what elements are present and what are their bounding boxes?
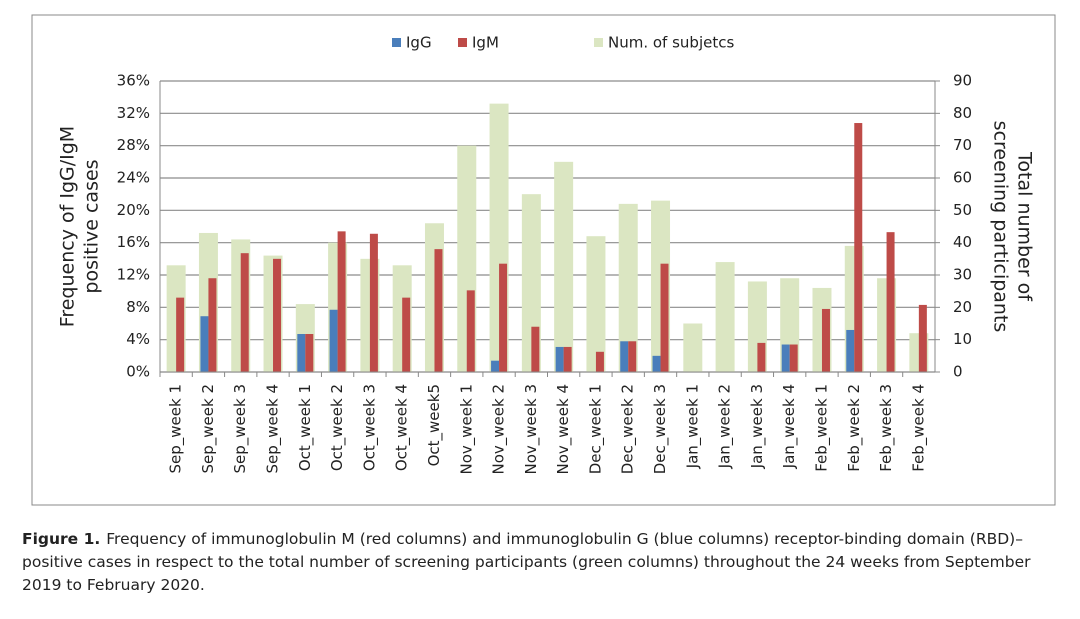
bar	[499, 263, 508, 372]
x-tick-label: Nov_week 2	[490, 384, 509, 475]
bar	[434, 249, 443, 372]
x-tick-label: Jan_week 3	[748, 384, 767, 469]
y2-tick-label: 0	[953, 363, 963, 381]
y-tick-label: 0%	[126, 363, 150, 381]
bar	[531, 326, 540, 372]
bar	[305, 334, 314, 372]
bar	[297, 334, 306, 372]
y2-tick-label: 20	[953, 298, 972, 316]
bar	[781, 344, 790, 372]
bar	[886, 232, 895, 372]
bar	[846, 329, 855, 372]
bar	[208, 278, 217, 372]
y-tick-label: 24%	[117, 169, 150, 187]
x-tick-label: Nov_week 1	[457, 384, 476, 475]
x-tick-label: Nov_week 3	[522, 384, 541, 475]
chart: 0% 4% 8% 12% 16% 20% 24% 28% 32% 36% 0 10 20 30 40 50 60…	[31, 14, 1056, 506]
x-tick-label: Oct_week 3	[360, 384, 379, 471]
x-tick-label: Oct_week5	[425, 384, 444, 466]
x-tick-label: Jan_week 1	[683, 384, 702, 469]
legend-label: IgM	[472, 34, 499, 52]
bar	[595, 351, 604, 372]
x-tick-label: Sep_week 3	[231, 384, 250, 474]
legend-swatch	[458, 38, 467, 47]
y-tick-label: 32%	[117, 104, 150, 122]
y-tick-label: 16%	[117, 233, 150, 251]
y2-tick-label: 80	[953, 104, 972, 122]
caption-label: Figure 1.	[22, 530, 101, 548]
x-tick-label: Nov_week 4	[554, 384, 573, 475]
y-axis-label: Frequency of IgG/IgM	[57, 126, 79, 327]
bar	[652, 355, 661, 372]
x-tick-label: Jan_week 2	[716, 384, 735, 469]
legend-label: IgG	[406, 34, 432, 52]
x-tick-label: Feb_week 4	[909, 384, 928, 472]
y2-tick-label: 40	[953, 233, 972, 251]
y-tick-label: 8%	[126, 298, 150, 316]
x-tick-label: Sep_week 4	[264, 384, 283, 474]
x-tick-label: Feb_week 3	[877, 384, 896, 472]
bar	[918, 304, 927, 372]
x-tick-label: Sep_week 1	[167, 384, 186, 474]
bar	[628, 341, 637, 372]
legend-swatch	[392, 38, 401, 47]
y2-tick-label: 10	[953, 330, 972, 348]
x-tick-label: Dec_week 1	[586, 384, 605, 474]
y2-tick-label: 70	[953, 136, 972, 154]
bar	[555, 346, 564, 372]
x-tick-label: Oct_week 2	[328, 384, 347, 471]
bar	[200, 316, 209, 372]
x-tick-label: Feb_week 1	[812, 384, 831, 472]
legend-swatch	[594, 38, 603, 47]
caption-text: Frequency of immunoglobulin M (red colum…	[22, 530, 1031, 594]
bar	[240, 253, 249, 372]
legend-label: Num. of subjetcs	[608, 34, 734, 52]
y2-axis-label: screening participants	[990, 121, 1012, 333]
y2-tick-label: 50	[953, 201, 972, 219]
y2-tick-label: 90	[953, 72, 972, 90]
y-tick-label: 36%	[117, 72, 150, 90]
y2-tick-label: 30	[953, 266, 972, 284]
bar	[854, 123, 863, 373]
bar	[821, 308, 830, 372]
x-tick-label: Sep_week 2	[199, 384, 218, 474]
bar	[715, 262, 735, 372]
x-tick-label: Dec_week 2	[619, 384, 638, 474]
bar	[369, 233, 378, 372]
y2-axis-label: Total number of	[1014, 151, 1036, 302]
bar	[273, 258, 282, 372]
x-tick-label: Dec_week 3	[651, 384, 670, 474]
x-tick-label: Oct_week 1	[296, 384, 315, 471]
y2-tick-label: 60	[953, 169, 972, 187]
bar	[586, 236, 606, 372]
bar	[329, 309, 338, 372]
bar	[563, 346, 572, 372]
bar	[660, 263, 669, 372]
caption: Figure 1. Frequency of immunoglobulin M (…	[22, 528, 1062, 597]
y-tick-label: 12%	[117, 266, 150, 284]
y-tick-label: 28%	[117, 136, 150, 154]
x-tick-label: Oct_week 4	[393, 384, 412, 471]
bar	[789, 344, 798, 372]
bar	[466, 290, 475, 372]
y-tick-label: 4%	[126, 330, 150, 348]
bar	[620, 341, 629, 372]
bar	[618, 203, 638, 372]
x-tick-label: Jan_week 4	[780, 384, 799, 469]
chart-frame	[31, 14, 1056, 506]
bar	[176, 297, 185, 372]
bar	[554, 161, 574, 372]
bar	[757, 342, 766, 372]
y-tick-label: 20%	[117, 201, 150, 219]
bar	[491, 360, 500, 372]
bar	[683, 323, 703, 372]
bar	[337, 231, 346, 372]
y-axis-label: positive cases	[81, 159, 103, 293]
bar	[402, 297, 411, 372]
x-tick-label: Feb_week 2	[845, 384, 864, 472]
